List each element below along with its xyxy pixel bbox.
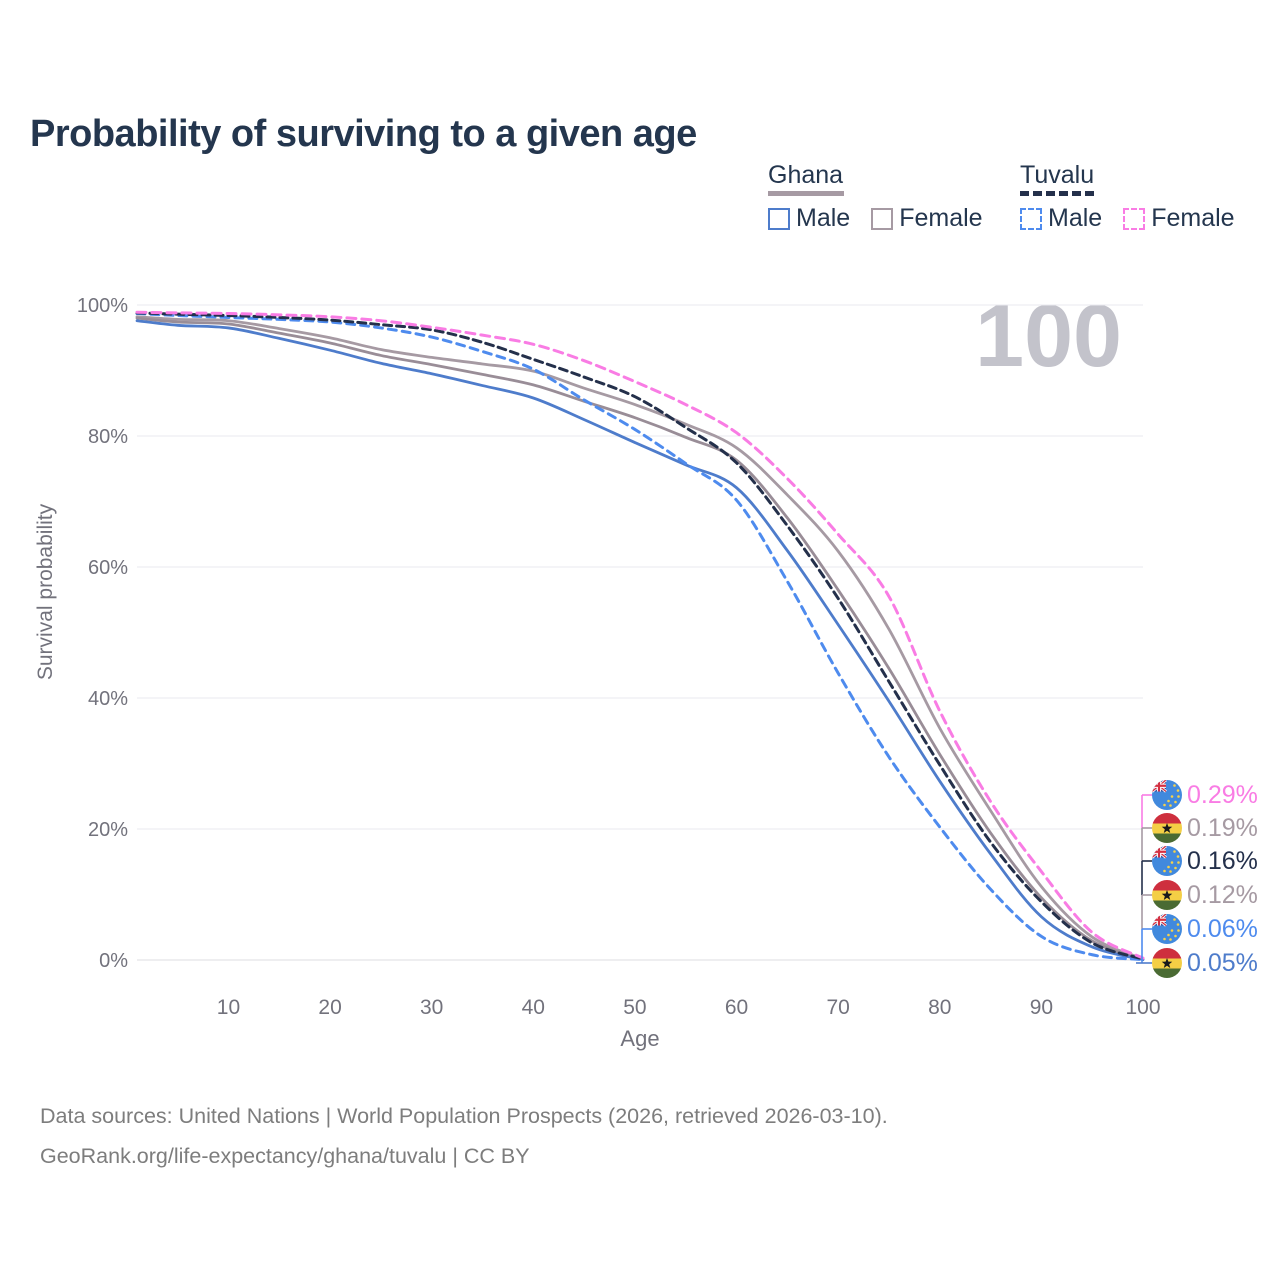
legend-checkbox-ghana-male[interactable]: Male — [768, 204, 850, 233]
tuvalu-line-style-sample — [1020, 191, 1098, 196]
legend-group-tuvalu: Tuvalu Male Female — [1020, 160, 1235, 233]
legend-checkbox-row-ghana: Male Female — [768, 204, 983, 233]
x-axis-title: Age — [620, 1026, 660, 1051]
x-tick-label: 90 — [1030, 996, 1053, 1019]
legend-checkbox-label[interactable]: Female — [899, 204, 983, 232]
end-label-value: 0.29% — [1187, 780, 1258, 809]
y-tick-label: 60% — [88, 557, 128, 579]
series-line-tuvalu-female[interactable] — [135, 310, 1145, 960]
ghana-flag-icon — [1152, 948, 1182, 978]
y-tick-label: 40% — [88, 688, 128, 710]
series-line-ghana-female[interactable] — [135, 315, 1145, 961]
x-tick-label: 80 — [928, 996, 951, 1019]
ghana-flag-icon — [1152, 813, 1182, 843]
y-tick-label: 20% — [88, 819, 128, 841]
end-label-row: 0.06% — [1152, 914, 1258, 944]
series-line-tuvalu-both[interactable] — [135, 311, 1145, 961]
legend-country-ghana[interactable]: Ghana — [768, 161, 844, 189]
x-tick-label: 10 — [217, 996, 240, 1019]
tuvalu-flag-icon — [1152, 914, 1182, 944]
x-tick-label: 50 — [623, 996, 646, 1019]
ghana-line-style-sample — [768, 191, 844, 196]
legend-checkbox-tuvalu-female[interactable]: Female — [1123, 204, 1235, 233]
checkbox-icon[interactable] — [1020, 207, 1042, 230]
legend-checkbox-label[interactable]: Male — [1048, 204, 1103, 232]
checkbox-icon[interactable] — [768, 207, 790, 230]
ghana-flag-icon — [1152, 880, 1182, 910]
tuvalu-flag-icon — [1152, 780, 1182, 810]
x-tick-label: 30 — [420, 996, 443, 1019]
end-label-row: 0.05% — [1152, 948, 1258, 978]
page-title: Probability of surviving to a given age — [30, 113, 697, 156]
series-line-tuvalu-male[interactable] — [135, 312, 1145, 962]
checkbox-icon[interactable] — [871, 207, 894, 230]
end-label-value: 0.19% — [1187, 813, 1258, 842]
end-label-row: 0.19% — [1152, 813, 1258, 843]
legend-checkbox-tuvalu-male[interactable]: Male — [1020, 204, 1102, 233]
y-tick-label: 80% — [88, 426, 128, 448]
end-label-value: 0.16% — [1187, 846, 1258, 875]
end-label-value: 0.06% — [1187, 914, 1258, 943]
tuvalu-flag-icon — [1152, 846, 1182, 876]
legend-checkbox-row-tuvalu: Male Female — [1020, 204, 1235, 233]
legend-checkbox-label[interactable]: Male — [796, 204, 851, 232]
y-tick-label: 100% — [77, 295, 128, 317]
y-tick-label: 0% — [99, 950, 128, 972]
legend-country-tuvalu[interactable]: Tuvalu — [1020, 161, 1095, 189]
x-tick-label: 100 — [1125, 996, 1160, 1019]
end-label-value: 0.12% — [1187, 880, 1258, 909]
hovered-age-watermark: 100 — [975, 286, 1122, 385]
legend-group-ghana: Ghana Male Female — [768, 160, 983, 233]
series-line-ghana-male[interactable] — [135, 319, 1145, 962]
series-line-ghana-both[interactable] — [135, 316, 1145, 961]
x-tick-label: 70 — [826, 996, 849, 1019]
x-tick-label: 40 — [522, 996, 545, 1019]
legend-checkbox-ghana-female[interactable]: Female — [871, 204, 983, 233]
end-label-row: 0.16% — [1152, 846, 1258, 876]
end-label-row: 0.29% — [1152, 780, 1258, 810]
x-tick-label: 20 — [318, 996, 341, 1019]
end-label-value: 0.05% — [1187, 948, 1258, 977]
data-sources-note: Data sources: United Nations | World Pop… — [40, 1104, 888, 1128]
attribution-note: GeoRank.org/life-expectancy/ghana/tuvalu… — [40, 1144, 530, 1168]
y-axis-title: Survival probability — [34, 503, 57, 681]
legend-checkbox-label[interactable]: Female — [1151, 204, 1235, 232]
x-tick-label: 60 — [725, 996, 748, 1019]
checkbox-icon[interactable] — [1123, 207, 1146, 230]
end-label-row: 0.12% — [1152, 880, 1258, 910]
